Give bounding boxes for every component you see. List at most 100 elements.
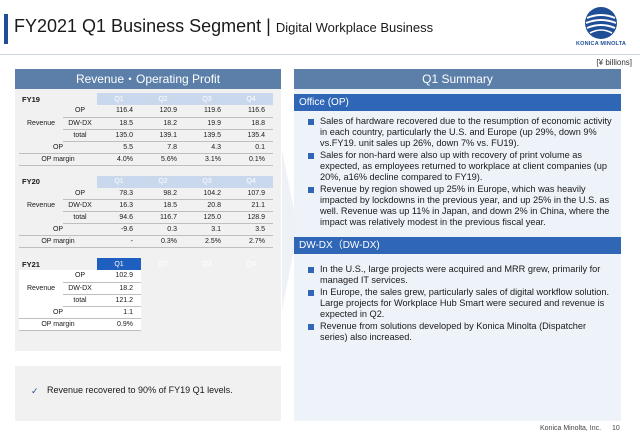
office-op-heading: Office (OP) [294, 94, 621, 111]
footer-company: Konica Minolta, Inc. [540, 425, 602, 432]
table-row: OP 102.9 [19, 270, 273, 283]
table-row: OP 1.1 [19, 306, 273, 319]
quarter-header: Q2 [141, 93, 185, 105]
table-cell: 125.0 [185, 211, 229, 224]
table-cell: 0.1% [229, 153, 273, 166]
table-cell: 3.5 [229, 223, 273, 236]
table-cell: 0.9% [97, 318, 141, 331]
row-label: OP margin [19, 318, 97, 331]
square-bullet-icon [308, 267, 314, 273]
table-cell: -9.6 [97, 223, 141, 236]
dwdx-heading: DW-DX（DW-DX) [294, 237, 621, 254]
logo-wordmark: KONICA MINOLTA [575, 41, 627, 47]
globe-logo-icon [585, 7, 617, 39]
quarter-header: Q2 [158, 260, 168, 268]
row-label: Revenue [19, 282, 63, 294]
table-cell: 3.1 [185, 223, 229, 236]
table-cell: 2.5% [185, 235, 229, 248]
square-bullet-icon [308, 324, 314, 330]
row-label: OP [19, 223, 97, 236]
revenue-note: Revenue recovered to 90% of FY19 Q1 leve… [47, 385, 233, 395]
fy-label: FY19 [22, 94, 40, 104]
table-cell: 98.2 [141, 187, 185, 200]
bullet-text: Revenue from solutions developed by Koni… [320, 321, 587, 342]
title-text: FY2021 Q1 Business Segment [14, 16, 262, 36]
konica-minolta-logo: KONICA MINOLTA [566, 6, 636, 56]
quarter-header: Q4 [246, 260, 256, 268]
fy19-table: FY19 Q1 Q2 Q3 Q4 OP 116.4 120.9 119.6 11… [19, 93, 273, 166]
quarter-header: Q3 [202, 260, 212, 268]
square-bullet-icon [308, 290, 314, 296]
table-cell: - [97, 235, 141, 248]
list-item: Revenue from solutions developed by Koni… [308, 321, 615, 343]
table-cell: 5.6% [141, 153, 185, 166]
table-cell: 18.5 [141, 199, 185, 212]
header-divider [0, 54, 640, 55]
table-row: Revenue DW-DX 18.5 18.2 19.9 18.8 [19, 117, 273, 130]
table-cell: 139.5 [185, 129, 229, 142]
fy20-table: FY20 Q1 Q2 Q3 Q4 OP 78.3 98.2 104.2 107.… [19, 175, 273, 248]
table-cell: 121.2 [97, 294, 141, 307]
table-cell: 16.3 [97, 199, 141, 212]
table-cell: 116.7 [141, 211, 185, 224]
table-cell: 135.0 [97, 129, 141, 142]
list-item: Revenue by region showed up 25% in Europ… [308, 184, 615, 228]
revenue-op-panel: Revenue・Operating Profit FY19 Q1 Q2 Q3 Q… [15, 69, 281, 421]
row-label: OP [19, 141, 97, 154]
table-cell: 18.8 [229, 117, 273, 130]
row-label: OP margin [19, 153, 97, 166]
table-cell: 18.2 [141, 117, 185, 130]
square-bullet-icon [308, 187, 314, 193]
row-label: Revenue [26, 119, 56, 127]
table-cell: 0.1 [229, 141, 273, 154]
quarter-header-active: Q1 [97, 258, 141, 270]
quarter-header: Q3 [185, 93, 229, 105]
table-cell: 0.3 [141, 223, 185, 236]
table-cell: 116.6 [229, 105, 273, 118]
table-row: OP -9.6 0.3 3.1 3.5 [19, 223, 273, 236]
table-cell: 139.1 [141, 129, 185, 142]
table-cell: 4.0% [97, 153, 141, 166]
table-row: total 121.2 [19, 294, 273, 307]
quarter-header: Q1 [97, 93, 141, 105]
quarter-header: Q2 [141, 175, 185, 188]
table-cell: 94.6 [97, 211, 141, 224]
quarter-header: Q4 [229, 93, 273, 105]
bullet-text: Sales of hardware recovered due to the r… [320, 116, 612, 148]
row-label: OP [63, 270, 97, 283]
table-header-row: FY20 Q1 Q2 Q3 Q4 [19, 175, 273, 188]
q1-summary-panel: Q1 Summary Office (OP) Sales of hardware… [294, 69, 621, 421]
table-row: OP 78.3 98.2 104.2 107.9 [19, 187, 273, 200]
row-label: OP [19, 306, 97, 319]
bullet-text: In Europe, the sales grew, particularly … [320, 287, 610, 319]
row-label: Revenue [26, 202, 56, 209]
table-row: Revenue DW-DX 18.2 [19, 282, 273, 295]
table-row: OP 5.5 7.8 4.3 0.1 [19, 141, 273, 154]
table-cell: 4.3 [185, 141, 229, 154]
title-subtitle: Digital Workplace Business [275, 20, 434, 35]
table-row: OP 116.4 120.9 119.6 116.6 [19, 105, 273, 118]
table-header-row: FY19 Q1 Q2 Q3 Q4 [19, 93, 273, 105]
fy21-table: FY21 Q1 Q2 Q3 Q4 OP 102.9 Revenue DW-DX … [19, 258, 273, 331]
fy-label: FY21 [22, 259, 40, 269]
row-label: OP [63, 105, 97, 118]
list-item: In Europe, the sales grew, particularly … [308, 287, 615, 320]
table-cell: 107.9 [229, 187, 273, 200]
table-row: OP margin 4.0% 5.6% 3.1% 0.1% [19, 153, 273, 166]
row-label: OP margin [19, 235, 97, 248]
table-cell: 0.3% [141, 235, 185, 248]
quarter-header: Q3 [185, 175, 229, 188]
list-item: Sales of hardware recovered due to the r… [308, 116, 615, 149]
page-number: 10 [612, 425, 620, 432]
table-cell: 135.4 [229, 129, 273, 142]
dwdx-bullet-list: In the U.S., large projects were acquire… [294, 254, 621, 350]
table-cell: 128.9 [229, 211, 273, 224]
table-cell: 3.1% [185, 153, 229, 166]
list-item: Sales for non-hard were also up with rec… [308, 150, 615, 183]
table-cell: 7.8 [141, 141, 185, 154]
table-row: Revenue DW-DX 16.3 18.5 20.8 21.1 [19, 199, 273, 212]
table-cell: 119.6 [185, 105, 229, 118]
quarter-header: Q4 [229, 175, 273, 188]
unit-label: [¥ billions] [596, 58, 632, 67]
row-label: total [63, 129, 97, 142]
